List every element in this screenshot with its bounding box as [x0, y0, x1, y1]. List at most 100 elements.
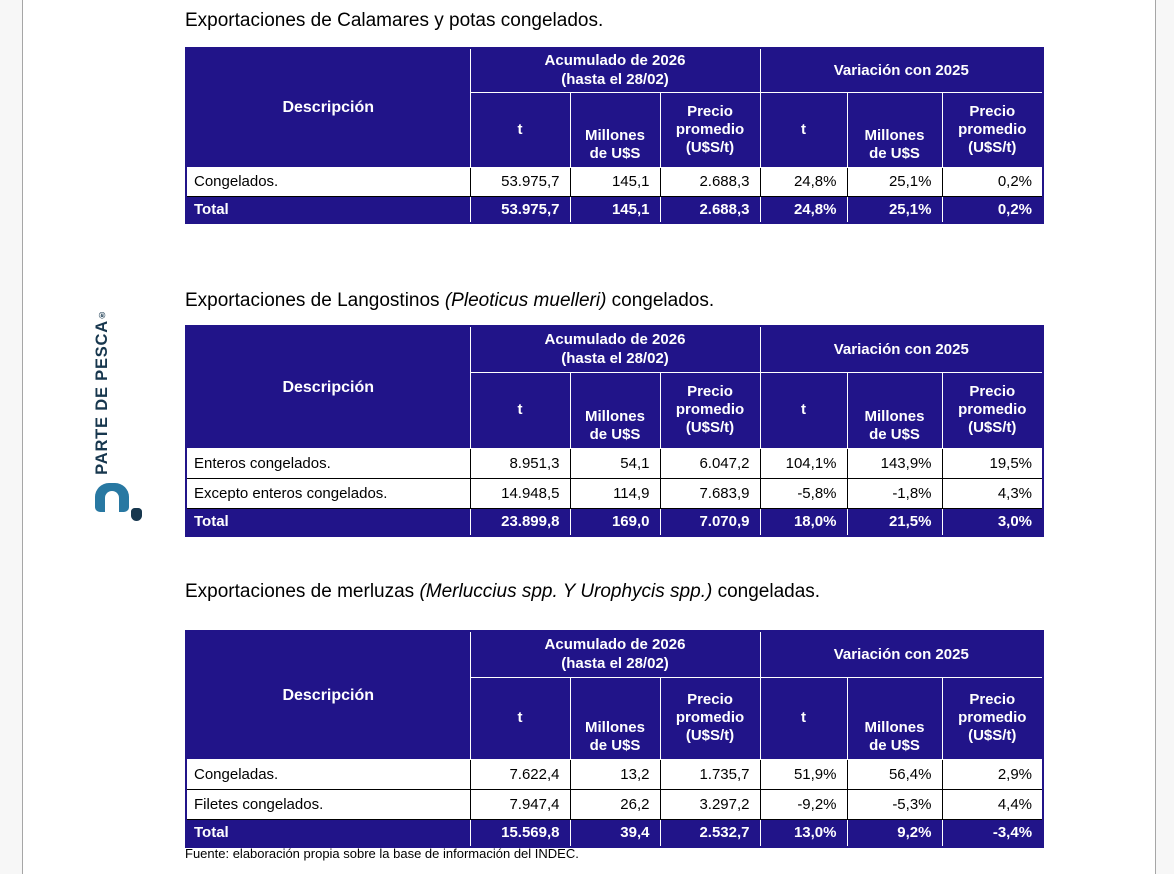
cell-value: 4,4%	[941, 788, 1044, 820]
title-text: Exportaciones de Langostinos	[185, 290, 445, 311]
header-group-variation: Variación con 2025	[759, 630, 1044, 678]
header-col-avg-price: Precio promedio (U$S/t)	[941, 371, 1044, 449]
title-suffix-text: congelados.	[606, 290, 715, 311]
total-value: 9,2%	[846, 818, 943, 848]
group-accumulated-line2: (hasta el 28/02)	[561, 350, 669, 368]
table-total-row: Total 53.975,7 145,1 2.688,3 24,8% 25,1%…	[185, 195, 1044, 224]
group-accumulated-line2: (hasta el 28/02)	[561, 71, 669, 89]
cell-value: 24,8%	[759, 166, 848, 197]
cell-value: 51,9%	[759, 758, 848, 790]
header-description: Descripción	[185, 630, 471, 760]
header-col-avg-price: Precio promedio (U$S/t)	[659, 676, 761, 760]
d-letter-icon	[95, 483, 145, 523]
group-accumulated-line1: Acumulado de 2026	[544, 636, 686, 654]
table-total-row: Total 15.569,8 39,4 2.532,7 13,0% 9,2% -…	[185, 818, 1044, 848]
cell-value: 54,1	[569, 447, 661, 479]
total-value: 145,1	[569, 195, 661, 224]
exports-table-merluzas: Descripción Acumulado de 2026 (hasta el …	[185, 630, 1045, 848]
cell-value: 0,2%	[941, 166, 1044, 197]
table-title-langostinos: Exportaciones de Langostinos (Pleoticus …	[185, 289, 714, 313]
cell-value: 8.951,3	[469, 447, 571, 479]
cell-value: 4,3%	[941, 477, 1044, 509]
header-group-accumulated: Acumulado de 2026 (hasta el 28/02)	[469, 325, 761, 373]
total-value: 25,1%	[846, 195, 943, 224]
total-value: 2.688,3	[659, 195, 761, 224]
cell-value: 25,1%	[846, 166, 943, 197]
table-row: Excepto enteros congelados. 14.948,5 114…	[185, 477, 1044, 509]
header-col-avg-price: Precio promedio (U$S/t)	[941, 91, 1044, 168]
header-col-millions: Millones de U$S	[846, 91, 943, 168]
total-value: 23.899,8	[469, 507, 571, 537]
table-row: Filetes congelados. 7.947,4 26,2 3.297,2…	[185, 788, 1044, 820]
total-value: 21,5%	[846, 507, 943, 537]
total-value: 13,0%	[759, 818, 848, 848]
total-value: 0,2%	[941, 195, 1044, 224]
row-label: Filetes congelados.	[185, 788, 471, 820]
header-col-millions: Millones de U$S	[846, 676, 943, 760]
title-italic-text: (Merluccius spp. Y Urophycis spp.)	[419, 581, 713, 602]
header-group-accumulated: Acumulado de 2026 (hasta el 28/02)	[469, 630, 761, 678]
cell-value: 7.683,9	[659, 477, 761, 509]
cell-value: 19,5%	[941, 447, 1044, 479]
cell-value: 145,1	[569, 166, 661, 197]
header-group-variation: Variación con 2025	[759, 47, 1044, 93]
total-value: 2.532,7	[659, 818, 761, 848]
cell-value: 6.047,2	[659, 447, 761, 479]
registered-trademark-symbol: ®	[97, 310, 107, 320]
group-accumulated-line1: Acumulado de 2026	[544, 331, 686, 349]
row-label: Enteros congelados.	[185, 447, 471, 479]
cell-value: 7.947,4	[469, 788, 571, 820]
cell-value: 2,9%	[941, 758, 1044, 790]
table-row: Congeladas. 7.622,4 13,2 1.735,7 51,9% 5…	[185, 758, 1044, 790]
total-label: Total	[185, 195, 471, 224]
table-total-row: Total 23.899,8 169,0 7.070,9 18,0% 21,5%…	[185, 507, 1044, 537]
header-description: Descripción	[185, 47, 471, 168]
cell-value: -1,8%	[846, 477, 943, 509]
exports-table-langostinos: Descripción Acumulado de 2026 (hasta el …	[185, 325, 1045, 537]
total-value: 15.569,8	[469, 818, 571, 848]
cell-value: 114,9	[569, 477, 661, 509]
group-accumulated-line2: (hasta el 28/02)	[561, 655, 669, 673]
header-group-accumulated: Acumulado de 2026 (hasta el 28/02)	[469, 47, 761, 93]
header-col-tons: t	[759, 91, 848, 168]
header-col-millions: Millones de U$S	[569, 371, 661, 449]
exports-table-calamares: Descripción Acumulado de 2026 (hasta el …	[185, 47, 1045, 224]
total-value: -3,4%	[941, 818, 1044, 848]
total-value: 169,0	[569, 507, 661, 537]
total-value: 18,0%	[759, 507, 848, 537]
parte-de-pesca-logo: PARTE DE PESCA®	[83, 300, 178, 530]
table-row: Congelados. 53.975,7 145,1 2.688,3 24,8%…	[185, 166, 1044, 197]
cell-value: 143,9%	[846, 447, 943, 479]
total-label: Total	[185, 507, 471, 537]
total-label: Total	[185, 818, 471, 848]
header-description: Descripción	[185, 325, 471, 449]
header-col-millions: Millones de U$S	[569, 91, 661, 168]
total-value: 7.070,9	[659, 507, 761, 537]
header-group-variation: Variación con 2025	[759, 325, 1044, 373]
d-period-dot	[131, 508, 142, 521]
cell-value: -5,8%	[759, 477, 848, 509]
total-value: 39,4	[569, 818, 661, 848]
cell-value: 104,1%	[759, 447, 848, 479]
d-arch-shape	[95, 483, 129, 512]
source-note: Fuente: elaboración propia sobre la base…	[185, 846, 579, 861]
title-text: Exportaciones de Calamares y potas conge…	[185, 10, 604, 31]
cell-value: 56,4%	[846, 758, 943, 790]
cell-value: 3.297,2	[659, 788, 761, 820]
table-title-calamares: Exportaciones de Calamares y potas conge…	[185, 9, 603, 33]
header-col-millions: Millones de U$S	[846, 371, 943, 449]
d-arch-hole	[105, 491, 119, 512]
row-label: Excepto enteros congelados.	[185, 477, 471, 509]
header-col-tons: t	[759, 371, 848, 449]
cell-value: 13,2	[569, 758, 661, 790]
logo-brand-label: PARTE DE PESCA	[93, 320, 111, 475]
header-col-tons: t	[469, 91, 571, 168]
header-col-avg-price: Precio promedio (U$S/t)	[659, 91, 761, 168]
title-italic-text: (Pleoticus muelleri)	[444, 290, 607, 311]
cell-value: -5,3%	[846, 788, 943, 820]
header-col-avg-price: Precio promedio (U$S/t)	[941, 676, 1044, 760]
cell-value: -9,2%	[759, 788, 848, 820]
cell-value: 2.688,3	[659, 166, 761, 197]
table-title-merluzas: Exportaciones de merluzas (Merluccius sp…	[185, 580, 820, 604]
total-value: 53.975,7	[469, 195, 571, 224]
